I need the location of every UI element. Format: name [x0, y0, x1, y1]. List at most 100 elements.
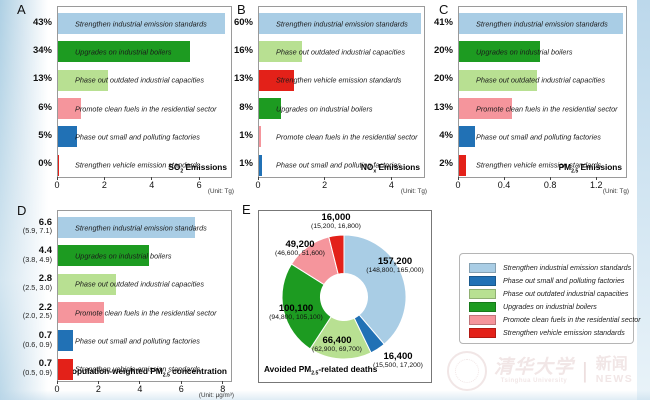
- legend-label: Strengthen industrial emission standards: [503, 263, 632, 272]
- panel-label-e: E: [242, 202, 251, 217]
- bar-A-0: [58, 13, 226, 34]
- bar-C-5: [459, 154, 466, 176]
- donut-title: Avoided PM2.5-related deaths: [264, 364, 377, 377]
- axis-tick-label: 0: [255, 180, 261, 190]
- panel-label-d: D: [17, 203, 27, 218]
- y-axis-label: 20%: [433, 73, 453, 85]
- y-axis-label: 2.8 (2.5, 3.0): [4, 274, 52, 292]
- y-axis-labels-nox: 60% 16% 13% 8% 1% 1%: [205, 6, 253, 176]
- bar-B-4: [259, 126, 262, 148]
- watermark-news-cn: 新闻: [595, 356, 628, 373]
- y-axis-label: 6.6 (5.9, 7.1): [4, 216, 52, 236]
- bar-label: Promote clean fuels in the residential s…: [75, 308, 217, 317]
- avoided-deaths-donut: [281, 234, 407, 360]
- axis-title-sub: 2: [180, 169, 184, 175]
- donut-slice-3: [281, 263, 332, 350]
- y-label-value: 2.8: [38, 273, 52, 285]
- donut-ci: (94,800, 105,100): [269, 313, 323, 321]
- background-gradient-bottom: [0, 390, 650, 400]
- donut-label-boilers: 100,100 (94,800, 105,100): [269, 304, 323, 321]
- legend-swatch: [469, 288, 496, 299]
- bar-label: Strengthen vehicle emission standards: [476, 160, 602, 170]
- bar-C-0: [459, 13, 623, 34]
- panel-label-b: B: [237, 2, 246, 17]
- legend-item: Upgrades on industrial boilers: [469, 300, 633, 313]
- bar-label: Promote clean fuels in the residential s…: [476, 104, 618, 113]
- axis-tick-label: 2: [95, 384, 101, 394]
- y-axis-label: 4%: [439, 129, 453, 141]
- bar-D-3: [58, 302, 104, 323]
- donut-slice-0: [343, 234, 407, 345]
- y-label-value: 6.6: [38, 216, 52, 228]
- axis-tick: [56, 381, 58, 384]
- axis-tick: [222, 381, 224, 384]
- axis-tick-label: 4: [388, 180, 394, 190]
- bar-C-2: [459, 69, 538, 91]
- donut-title-sub: 2.5: [311, 371, 319, 377]
- donut-value: 66,400: [322, 335, 352, 346]
- bar-A-4: [58, 126, 78, 148]
- y-axis-labels-so2: 43% 34% 13% 6% 5% 0%: [4, 6, 52, 176]
- axis-tick-label: 2: [322, 180, 328, 190]
- axis-tick-label: 4: [149, 180, 155, 190]
- axis-tick-label: 6: [196, 180, 202, 190]
- bar-A-1: [58, 41, 190, 63]
- bar-label: Strengthen vehicle emission standards: [75, 160, 201, 170]
- x-axis-concentration: (Unit: μg/m³) 0 2 4 6 8: [54, 381, 234, 400]
- bar-label: Phase out small and polluting factories: [476, 132, 601, 142]
- unit-label-nox: (Unit: Tg): [400, 188, 427, 195]
- watermark-university: 清华大学 Tsinghua University: [494, 358, 574, 385]
- axis-title-text: Emissions: [183, 162, 227, 173]
- donut-ci: (15,200, 16,800): [311, 222, 361, 230]
- axis-tick: [151, 177, 153, 180]
- y-axis-label: 5%: [38, 129, 52, 141]
- legend-swatch: [469, 275, 496, 286]
- x-axis-nox: (Unit: Tg) 0 2 4: [255, 177, 427, 201]
- bar-label: Phase out small and polluting factories: [276, 160, 401, 170]
- axis-tick: [103, 177, 105, 180]
- legend-label: Phase out outdated industrial capacities: [503, 289, 629, 298]
- bar-label: Phase out outdated industrial capacities: [75, 75, 204, 85]
- y-axis-label: 13%: [32, 73, 52, 85]
- panel-label-a: A: [17, 2, 26, 17]
- donut-value: 100,100: [278, 303, 314, 314]
- y-axis-label: 60%: [233, 16, 253, 28]
- donut-value: 49,200: [285, 239, 315, 250]
- legend-item: Phase out outdated industrial capacities: [469, 287, 633, 300]
- y-axis-labels-concentration: 6.6 (5.9, 7.1) 4.4 (3.8, 4.9) 2.8 (2.5, 3.0) 2…: [4, 210, 52, 380]
- y-axis-label: 0.7 (0.6, 0.9): [4, 331, 52, 349]
- y-label-value: 2.2: [38, 301, 52, 313]
- legend-swatch: [469, 327, 496, 338]
- background-gradient-left: [0, 0, 48, 400]
- nox-emissions-chart: NOx Emissions Strengthen industrial emis…: [258, 6, 425, 178]
- axis-tick-label: 0.8: [543, 180, 557, 190]
- y-axis-label: 8%: [239, 101, 253, 113]
- bar-C-1: [459, 41, 540, 63]
- y-axis-label: 41%: [433, 16, 453, 28]
- donut-ci: (46,600, 51,600): [275, 249, 325, 257]
- watermark-news: 新闻 NEWS: [595, 356, 634, 386]
- donut-label-clean-fuels: 49,200 (46,600, 51,600): [275, 240, 325, 257]
- y-label-value: 0.7: [38, 330, 52, 342]
- axis-title-text: NO: [360, 162, 374, 173]
- axis-tick: [324, 177, 326, 180]
- legend-swatch: [469, 262, 496, 273]
- so2-emissions-chart: SO2 Emissions Strengthen industrial emis…: [57, 6, 232, 178]
- bar-label: Promote clean fuels in the residential s…: [75, 104, 217, 113]
- avoided-deaths-panel: 157,200 (148,800, 165,000) 16,400 (15,50…: [258, 210, 432, 383]
- legend-swatch: [469, 314, 496, 325]
- bar-D-0: [58, 217, 195, 238]
- bar-label: Strengthen industrial emission standards: [276, 19, 408, 28]
- axis-title-sub: 2.5: [162, 373, 170, 379]
- axis-tick-label: 2: [101, 180, 107, 190]
- bar-A-3: [58, 98, 82, 119]
- legend-item: Phase out small and polluting factories: [469, 274, 633, 287]
- pm25-concentration-chart: Population-weighted PM2.5 concentration …: [57, 210, 232, 382]
- donut-value: 16,400: [383, 351, 413, 362]
- axis-tick-label: 0: [455, 180, 461, 190]
- y-label-value: 4.4: [38, 245, 52, 257]
- legend-item: Promote clean fuels in the residential s…: [469, 313, 641, 326]
- bar-label: Phase out outdated industrial capacities: [75, 279, 204, 289]
- bar-B-1: [259, 41, 302, 63]
- y-label-ci: (2.0, 2.5): [22, 311, 52, 321]
